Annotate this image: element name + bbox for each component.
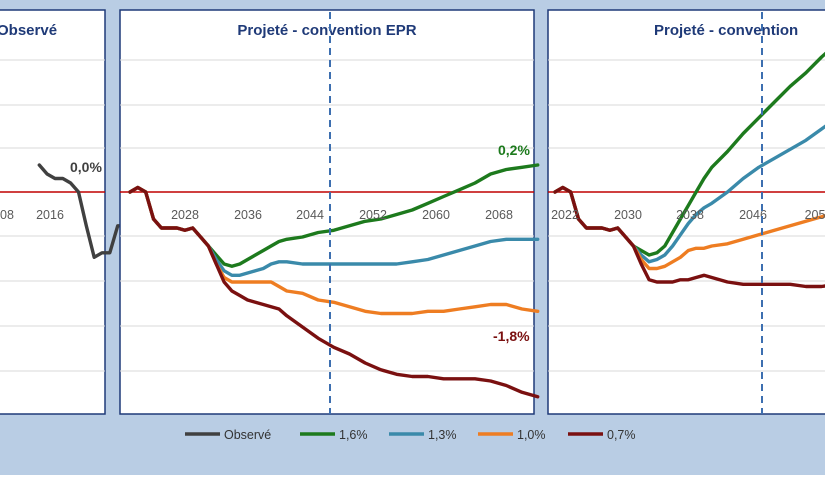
panel-observe-x-tick-label: 2008 <box>0 208 14 222</box>
panel-epr-grid <box>120 59 534 372</box>
panel-epr-x-tick-label: 2028 <box>171 208 199 222</box>
panel-observe: Observé 2008 2016 0,0% <box>0 9 175 415</box>
panel-convention-x-tick-label: 205 <box>805 208 825 222</box>
panel-epr-label-low: -1,8% <box>493 328 530 344</box>
panel-convention-x-tick-label: 2046 <box>739 208 767 222</box>
panel-convention-grid <box>548 59 825 372</box>
legend: Observé 1,6% 1,3% 1,0% 0,7% <box>185 428 636 442</box>
panel-epr: Projeté - convention EPR 2028 2036 2044 205… <box>119 9 540 415</box>
panel-epr-x-tick-label: 2052 <box>359 208 387 222</box>
panel-observe-label-observe: 0,0% <box>70 159 102 175</box>
legend-label-2: 1,6% <box>339 428 368 442</box>
legend-label-4: 1,0% <box>517 428 546 442</box>
panel-epr-x-ticks: 2028 2036 2044 2052 2060 2068 <box>171 208 513 222</box>
panel-convention-series-4 <box>553 185 825 289</box>
panel-convention-x-ticks: 2022 2030 2038 2046 205 <box>551 208 825 222</box>
panel-epr-x-tick-label: 2060 <box>422 208 450 222</box>
legend-label-3: 1,3% <box>428 428 457 442</box>
panel-convention-background <box>547 9 825 415</box>
panel-observe-x-ticks: 2008 2016 <box>0 208 64 222</box>
panel-convention-x-tick-label: 2030 <box>614 208 642 222</box>
panel-epr-x-tick-label: 2036 <box>234 208 262 222</box>
panel-convention-x-tick-label: 2022 <box>551 208 579 222</box>
legend-label-5: 0,7% <box>607 428 636 442</box>
panel-observe-background <box>0 9 106 415</box>
panel-observe-title: Observé <box>0 22 57 39</box>
legend-label-1: Observé <box>224 428 271 442</box>
panel-epr-background <box>119 9 535 415</box>
panel-epr-series-4 <box>128 185 540 399</box>
panel-observe-x-tick-label: 2016 <box>36 208 64 222</box>
panel-convention-x-tick-label: 2038 <box>676 208 704 222</box>
panel-convention: Projeté - convention 2022 2030 2038 2046 205 <box>547 9 825 415</box>
panel-convention-series <box>553 51 825 289</box>
panel-convention-title: Projeté - convention <box>654 22 798 39</box>
panel-epr-x-tick-label: 2068 <box>485 208 513 222</box>
panel-epr-title: Projeté - convention EPR <box>237 22 416 39</box>
panel-observe-grid <box>0 59 105 372</box>
panel-epr-x-tick-label: 2044 <box>296 208 324 222</box>
panel-epr-label-high: 0,2% <box>498 142 530 158</box>
panel-epr-series <box>128 163 540 399</box>
